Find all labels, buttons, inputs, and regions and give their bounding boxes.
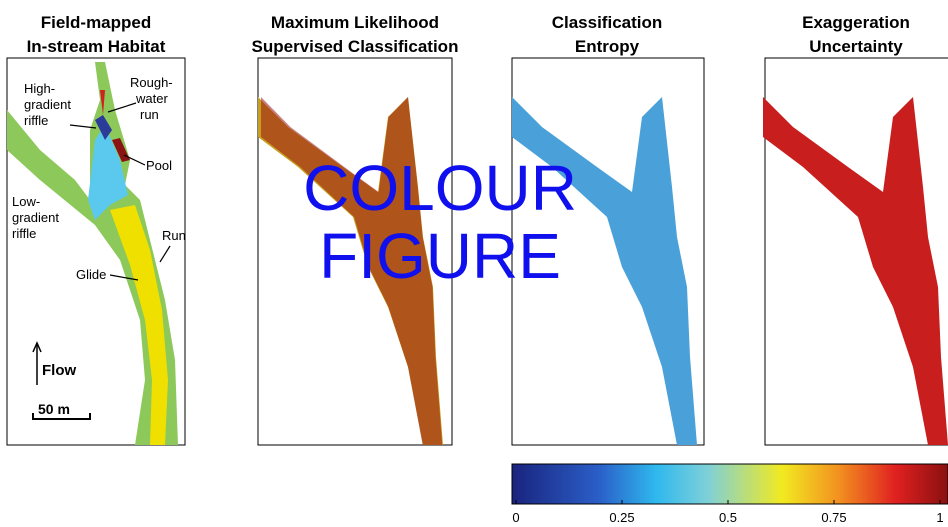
colorbar: 0 0.25 0.5 0.75 1 xyxy=(512,464,948,525)
colorbar-tick-label: 0 xyxy=(512,510,519,525)
uncertainty-map xyxy=(763,58,948,445)
overlay-text: FIGURE xyxy=(319,220,561,292)
label: Rough- xyxy=(130,75,173,90)
scale-label: 50 m xyxy=(38,401,70,417)
panel-title: Classification xyxy=(552,13,663,32)
label: Run xyxy=(162,228,186,243)
label: Glide xyxy=(76,267,106,282)
panel-title: Exaggeration xyxy=(802,13,910,32)
colorbar-tick-label: 0.5 xyxy=(719,510,737,525)
colorbar-tick-label: 0.25 xyxy=(609,510,634,525)
overlay-text: COLOUR xyxy=(303,152,577,224)
label: run xyxy=(140,107,159,122)
label: Low- xyxy=(12,194,40,209)
colorbar-tick-label: 1 xyxy=(936,510,943,525)
panel-title: Supervised Classification xyxy=(252,37,459,56)
figure: Field-mapped In-stream Habitat Maximum L… xyxy=(0,0,948,527)
panel-title: Maximum Likelihood xyxy=(271,13,439,32)
river-area xyxy=(763,97,948,445)
label: riffle xyxy=(24,113,48,128)
label: water xyxy=(135,91,168,106)
colorbar-tick-label: 0.75 xyxy=(821,510,846,525)
label: gradient xyxy=(12,210,59,225)
label: Pool xyxy=(146,158,172,173)
habitat-map: High- gradient riffle Rough- water run P… xyxy=(7,58,186,445)
titles: Field-mapped In-stream Habitat Maximum L… xyxy=(27,13,910,56)
label: riffle xyxy=(12,226,36,241)
colorbar-scale xyxy=(512,464,948,504)
flow-label: Flow xyxy=(42,362,76,379)
label: gradient xyxy=(24,97,71,112)
panel-title: Uncertainty xyxy=(809,37,903,56)
panel-title: Field-mapped xyxy=(41,13,152,32)
panel-title: In-stream Habitat xyxy=(27,37,166,56)
label: High- xyxy=(24,81,55,96)
panel-title: Entropy xyxy=(575,37,640,56)
